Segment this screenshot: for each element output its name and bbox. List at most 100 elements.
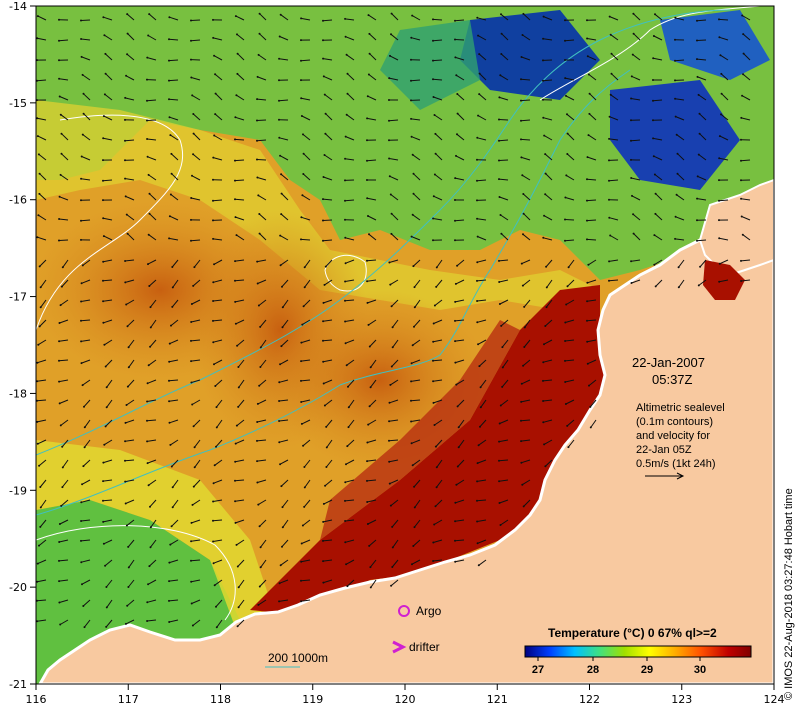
velocity-vector [345, 519, 355, 522]
velocity-vector-head [476, 499, 478, 502]
velocity-vector-head [435, 285, 438, 288]
velocity-vector-head [36, 37, 39, 40]
velocity-vector-head [674, 16, 677, 19]
velocity-vector-head [344, 135, 347, 138]
velocity-vector-head [520, 78, 522, 81]
velocity-vector-head [212, 237, 215, 240]
velocity-vector [522, 193, 531, 201]
velocity-vector [611, 73, 619, 81]
velocity-vector [59, 539, 69, 543]
velocity-vector [631, 195, 641, 201]
velocity-vector [172, 499, 179, 508]
velocity-vector [347, 93, 355, 101]
velocity-vector-head [389, 193, 392, 196]
velocity-vector [344, 299, 355, 302]
velocity-vector [696, 239, 707, 242]
velocity-vector-head [388, 139, 390, 142]
velocity-vector [587, 299, 597, 302]
velocity-vector-head [58, 239, 60, 242]
velocity-vector-head [368, 32, 371, 35]
velocity-vector-head [718, 199, 720, 202]
velocity-vector-head [433, 114, 436, 116]
velocity-vector [564, 39, 575, 42]
velocity-vector [741, 117, 751, 121]
velocity-vector [323, 299, 333, 304]
velocity-vector-head [147, 484, 150, 487]
velocity-vector [587, 339, 597, 343]
velocity-vector-head [499, 74, 502, 77]
velocity-vector-head [303, 505, 306, 508]
velocity-vector-head [476, 217, 479, 220]
velocity-vector [172, 279, 179, 288]
velocity-vector [190, 39, 201, 42]
velocity-vector [323, 319, 333, 322]
velocity-vector [391, 299, 399, 307]
velocity-vector [718, 18, 729, 21]
velocity-vector [59, 339, 69, 342]
velocity-vector-head [169, 443, 172, 446]
velocity-vector-head [542, 379, 544, 382]
velocity-vector [302, 519, 311, 526]
velocity-vector-head [102, 115, 105, 118]
velocity-vector-head [303, 266, 306, 269]
velocity-vector [478, 53, 487, 61]
velocity-vector [301, 539, 311, 544]
hot-coastal-water [250, 285, 610, 615]
altimetry-line: 22-Jan 05Z [636, 444, 692, 456]
velocity-vector-head [325, 425, 328, 428]
velocity-vector [501, 33, 509, 41]
velocity-vector [213, 135, 223, 141]
velocity-vector [370, 359, 377, 368]
velocity-vector [543, 117, 553, 121]
velocity-vector-head [433, 304, 436, 307]
velocity-vector [499, 439, 509, 443]
velocity-vector-head [391, 346, 394, 349]
velocity-vector-head [432, 39, 434, 42]
velocity-vector [235, 319, 245, 325]
velocity-vector-head [322, 75, 325, 78]
velocity-vector-head [190, 321, 193, 323]
velocity-vector [741, 15, 751, 21]
velocity-vector [258, 194, 267, 201]
drifter-marker [392, 640, 407, 654]
velocity-vector-head [476, 321, 479, 324]
velocity-vector [102, 499, 113, 502]
velocity-vector-head [104, 564, 107, 567]
velocity-vector [389, 158, 399, 161]
bathymetry-label: 200 1000m [268, 651, 328, 665]
velocity-vector [454, 219, 465, 222]
velocity-vector [520, 99, 531, 102]
velocity-vector-head [410, 442, 413, 445]
velocity-vector-head [146, 400, 149, 403]
velocity-vector-head [742, 33, 745, 36]
velocity-vector [414, 499, 421, 508]
velocity-vector [172, 479, 179, 488]
velocity-vector-head [498, 178, 500, 181]
velocity-vector [125, 299, 135, 305]
velocity-vector-head [412, 192, 415, 195]
velocity-vector [565, 95, 575, 101]
velocity-vector [631, 98, 641, 101]
velocity-vector [58, 39, 69, 42]
velocity-vector-head [258, 213, 261, 215]
velocity-vector-head [696, 219, 698, 222]
velocity-vector-head [366, 179, 368, 181]
velocity-vector [190, 339, 201, 342]
velocity-vector [499, 196, 509, 201]
velocity-vector-head [457, 446, 460, 449]
velocity-vector-head [413, 306, 416, 309]
velocity-vector-head [322, 198, 324, 201]
velocity-vector [81, 519, 91, 522]
velocity-vector [588, 379, 597, 386]
velocity-vector-head [500, 324, 503, 327]
velocity-vector-head [281, 326, 284, 329]
velocity-vector-head [476, 136, 479, 139]
velocity-vector [740, 259, 751, 262]
velocity-vector [103, 539, 113, 545]
velocity-vector [413, 193, 421, 201]
velocity-vector [456, 133, 465, 141]
velocity-vector [477, 259, 487, 263]
velocity-vector [237, 619, 245, 627]
velocity-vector-head [213, 54, 216, 57]
velocity-vector-head [168, 379, 170, 382]
